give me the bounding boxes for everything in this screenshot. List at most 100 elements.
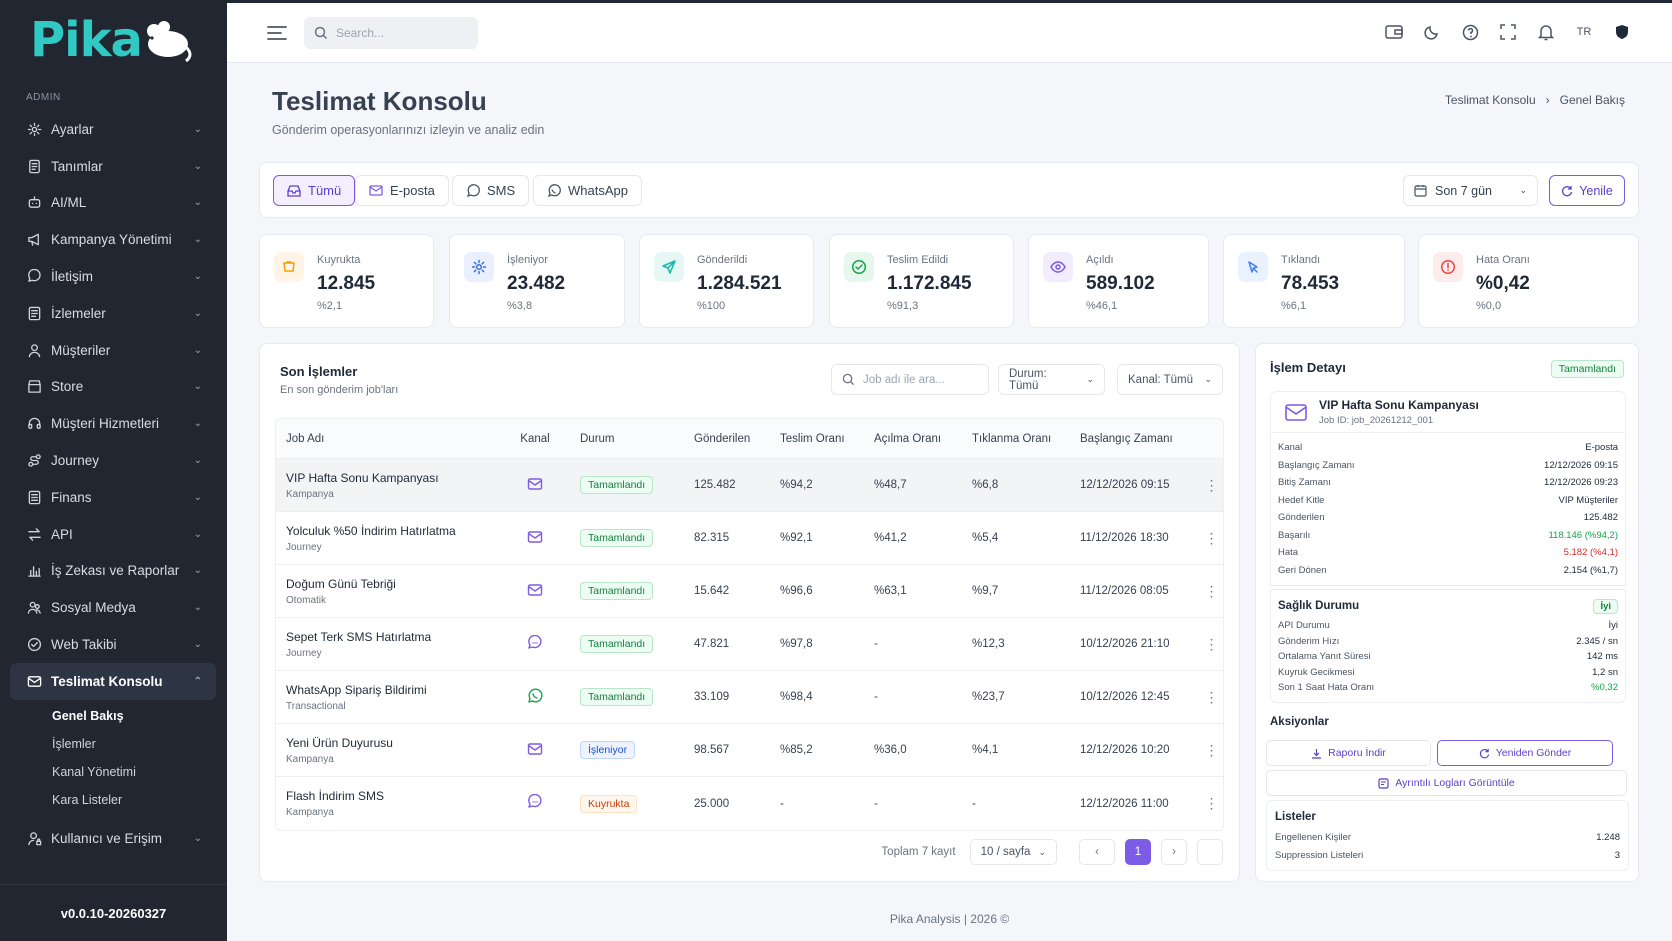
table-row[interactable]: Doğum Günü Tebriği Otomatik Tamamlandı 15.6… — [276, 565, 1223, 618]
more-vertical-icon[interactable]: ⋮ — [1204, 635, 1219, 652]
mail-icon — [506, 582, 564, 601]
date-range-select[interactable]: Son 7 gün ⌄ — [1403, 175, 1538, 206]
sidebar-item-active[interactable]: Teslimat Konsolu ⌃ — [10, 662, 216, 700]
more-vertical-icon[interactable]: ⋮ — [1204, 529, 1219, 546]
click-rate: %6,8 — [972, 479, 999, 491]
column-header[interactable]: Teslim Oranı — [780, 432, 845, 445]
column-header[interactable]: Açılma Oranı — [874, 432, 942, 445]
prev-page-button[interactable]: ‹ — [1079, 839, 1115, 865]
delivery-rate: %85,2 — [780, 744, 813, 756]
sidebar-subitem[interactable]: İşlemler — [52, 736, 96, 751]
more-vertical-icon[interactable]: ⋮ — [1204, 582, 1219, 599]
column-header[interactable]: Kanal — [520, 432, 550, 445]
moon-icon[interactable] — [1422, 22, 1442, 42]
wallet-icon[interactable] — [1384, 22, 1404, 42]
column-header[interactable]: Durum — [580, 432, 615, 445]
more-vertical-icon[interactable]: ⋮ — [1204, 795, 1219, 811]
sidebar-item[interactable]: Sosyal Medya ⌄ — [10, 589, 216, 626]
column-header[interactable]: Tıklanma Oranı — [972, 432, 1052, 445]
more-vertical-icon[interactable]: ⋮ — [1204, 741, 1219, 758]
health-row: Gönderim Hızı 2.345 / sn — [1278, 634, 1618, 650]
delivery-rate: %97,8 — [780, 638, 813, 650]
detail-value: 118.146 (%94,2) — [1548, 529, 1618, 541]
sidebar-item[interactable]: Finans ⌄ — [10, 479, 216, 516]
chevron-down-icon: ⌄ — [193, 528, 202, 540]
fullscreen-icon[interactable] — [1498, 22, 1518, 42]
table-row[interactable]: Flash İndirim SMS Kampanya Kuyrukta 25.000 -… — [276, 777, 1223, 830]
sidebar-item[interactable]: İletişim ⌄ — [10, 258, 216, 295]
date-range-value: Son 7 gün — [1435, 183, 1492, 198]
column-header[interactable]: Job Adı — [286, 432, 325, 445]
menu-icon[interactable] — [267, 25, 287, 41]
sidebar-item[interactable]: Müşteri Hizmetleri ⌄ — [10, 405, 216, 442]
open-rate: - — [874, 797, 878, 810]
filter-chip-sms[interactable]: SMS — [452, 175, 530, 206]
page-size-select[interactable]: 10 / sayfa ⌄ — [969, 839, 1057, 865]
sidebar-item[interactable]: Kampanya Yönetimi ⌄ — [10, 221, 216, 258]
help-icon[interactable] — [1460, 22, 1480, 42]
filter-chip-email[interactable]: E-posta — [355, 175, 449, 206]
logo[interactable]: Pika — [30, 12, 194, 68]
table-row[interactable]: Yeni Ürün Duyurusu Kampanya İşleniyor 98.56… — [276, 724, 1223, 777]
stat-value: 1.284.521 — [697, 273, 782, 294]
resend-button[interactable]: Yeniden Gönder — [1437, 740, 1613, 766]
detail-key: Başlangıç Zamanı — [1278, 459, 1355, 471]
stat-value: %0,42 — [1476, 273, 1530, 294]
breadcrumb-item[interactable]: Teslimat Konsolu — [1444, 93, 1536, 107]
list-row[interactable]: Suppression Listeleri 3 — [1275, 847, 1620, 865]
page-button[interactable]: 1 — [1125, 839, 1151, 865]
chevron-down-icon: ⌄ — [193, 160, 202, 172]
sidebar-item[interactable]: İş Zekası ve Raporlar ⌄ — [10, 553, 216, 590]
download-report-button[interactable]: Raporu İndir — [1266, 740, 1431, 766]
start-time: 12/12/2026 09:15 — [1080, 479, 1170, 491]
chat-bubble-icon — [506, 793, 564, 813]
filter-chip-all[interactable]: Tümü — [273, 175, 356, 206]
channel-filter-select[interactable]: Kanal: Tümü ⌄ — [1117, 364, 1223, 395]
chevron-down-icon: ⌄ — [193, 832, 202, 844]
status-badge: İşleniyor — [580, 741, 636, 759]
more-vertical-icon[interactable]: ⋮ — [1204, 688, 1219, 705]
sidebar-subitem[interactable]: Genel Bakış — [52, 708, 124, 723]
user-icon — [26, 342, 42, 358]
sidebar-item[interactable]: Müşteriler ⌄ — [10, 332, 216, 369]
next-page-button[interactable]: › — [1161, 839, 1187, 865]
sidebar-item[interactable]: AI/ML ⌄ — [10, 185, 216, 222]
filter-chip-whatsapp[interactable]: WhatsApp — [533, 175, 642, 206]
filter-chip-label: SMS — [487, 183, 516, 198]
list-row[interactable]: Engellenen Kişiler 1.248 — [1275, 829, 1620, 847]
table-row[interactable]: Yolculuk %50 İndirim Hatırlatma Journey Ta… — [276, 512, 1223, 565]
sidebar-item[interactable]: Journey ⌄ — [10, 442, 216, 479]
language-toggle[interactable]: TR — [1576, 26, 1592, 38]
health-key: Kuyruk Gecikmesi — [1278, 666, 1355, 678]
table-row[interactable]: VIP Hafta Sonu Kampanyası Kampanya Tamamla… — [276, 459, 1223, 512]
sidebar-item[interactable]: Store ⌄ — [10, 369, 216, 406]
column-header[interactable]: Başlangıç Zamanı — [1080, 432, 1173, 445]
last-page-button[interactable] — [1197, 839, 1223, 865]
sidebar-subitem[interactable]: Kanal Yönetimi — [52, 764, 136, 779]
page-size-value: 10 / sayfa — [980, 846, 1031, 858]
bell-icon[interactable] — [1536, 22, 1556, 42]
sidebar-subitem[interactable]: Kara Listeler — [52, 792, 123, 807]
jobs-table: Job Adı Kanal Durum Gönderilen Teslim Or… — [275, 418, 1224, 831]
job-search-input[interactable]: Job adı ile ara... — [831, 364, 989, 395]
sidebar-item[interactable]: Web Takibi ⌄ — [10, 626, 216, 663]
chevron-down-icon: ⌄ — [193, 123, 202, 135]
stat-label: Tıklandı — [1281, 254, 1321, 266]
table-row[interactable]: Sepet Terk SMS Hatırlatma Journey Tamamlan… — [276, 618, 1223, 671]
sidebar-item[interactable]: Ayarlar ⌄ — [10, 111, 216, 148]
sidebar-item-label: İzlemeler — [51, 305, 106, 321]
column-header[interactable]: Gönderilen — [694, 432, 751, 445]
shield-icon[interactable] — [1612, 22, 1632, 42]
status-filter-select[interactable]: Durum: Tümü ⌄ — [998, 364, 1105, 395]
refresh-button[interactable]: Yenile — [1549, 175, 1625, 206]
more-vertical-icon[interactable]: ⋮ — [1204, 476, 1219, 493]
sidebar-item[interactable]: İzlemeler ⌄ — [10, 295, 216, 332]
sidebar-item[interactable]: Kullanıcı ve Erişim ⌄ — [10, 820, 216, 857]
table-row[interactable]: WhatsApp Sipariş Bildirimi Transactional T… — [276, 671, 1223, 724]
stat-value: 12.845 — [317, 273, 376, 294]
sidebar-item[interactable]: Tanımlar ⌄ — [10, 148, 216, 185]
search-input[interactable]: Search... — [304, 17, 478, 49]
view-logs-button[interactable]: Ayrıntılı Logları Görüntüle — [1266, 770, 1627, 796]
sidebar-item[interactable]: API ⌄ — [10, 516, 216, 553]
mail-icon — [506, 529, 564, 548]
